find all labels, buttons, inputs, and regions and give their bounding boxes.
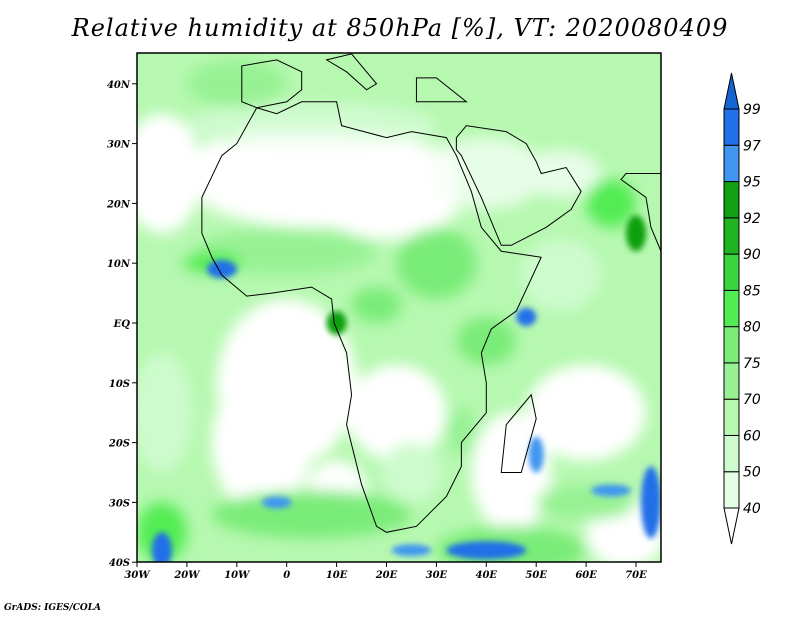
humidity-region [528, 436, 544, 473]
dry-region [206, 131, 457, 234]
colorbar-segment [723, 289, 740, 328]
humidity-region [206, 260, 237, 279]
humidity-region [526, 364, 647, 461]
colorbar-segment [723, 326, 740, 364]
humidity-region [516, 308, 537, 327]
colorbar-segment [723, 144, 740, 183]
y-tick-label: 30N [107, 140, 131, 151]
humidity-region [186, 59, 287, 108]
x-tick-label: 10W [224, 570, 251, 581]
humidity-region [137, 352, 192, 473]
x-tick-label: 30W [124, 570, 151, 581]
y-tick-label: 10S [109, 379, 130, 390]
colorbar-segment [723, 181, 740, 219]
x-tick-label: 40E [476, 570, 498, 581]
colorbar-label: 90 [743, 247, 761, 263]
coastline [241, 59, 303, 109]
colorbar-label: 40 [743, 501, 761, 517]
y-tick-label: 10N [107, 259, 131, 270]
humidity-region [137, 502, 187, 562]
coastline [500, 393, 537, 473]
colorbar-label: 60 [743, 428, 761, 444]
x-axis: 30W 20W 10W 0 10E 20E 30E 40E 50E 60E 70E [124, 562, 647, 581]
humidity-region [137, 113, 202, 234]
colorbar-segment [723, 471, 740, 509]
x-tick-label: 60E [575, 570, 597, 581]
humidity-region [446, 541, 527, 560]
coastline [325, 53, 378, 91]
colorbar-segment [723, 108, 740, 146]
y-tick-label: 40S [109, 558, 130, 569]
colorbar-label: 95 [743, 175, 761, 191]
x-tick-label: 70E [625, 570, 647, 581]
humidity-region [326, 311, 347, 335]
colorbar: 40 50 60 70 75 80 85 90 92 95 97 99 [723, 72, 761, 545]
y-tick-label: 30S [109, 498, 130, 509]
coastline [455, 125, 582, 246]
colorbar-segment [723, 253, 740, 291]
y-tick-label: EQ [113, 319, 131, 330]
humidity-region [346, 364, 447, 461]
map-title: Relative humidity at 850hPa [%], VT: 202… [71, 14, 729, 42]
colorbar-label: 80 [743, 320, 761, 336]
humidity-region [396, 227, 477, 300]
humidity-region [261, 496, 292, 509]
colorbar-segment [723, 217, 740, 255]
colorbar-label: 99 [743, 102, 761, 118]
humidity-region [351, 287, 402, 324]
colorbar-label: 85 [743, 283, 761, 299]
colorbar-label: 50 [743, 465, 761, 481]
x-tick-label: 10E [326, 570, 348, 581]
x-tick-label: 0 [283, 570, 290, 581]
humidity-region [521, 149, 602, 198]
humidity-region [591, 484, 632, 497]
y-tick-label: 20S [108, 439, 130, 450]
colorbar-segment [723, 434, 740, 473]
y-tick-label: 40N [107, 80, 131, 91]
x-tick-label: 20E [375, 570, 398, 581]
colorbar-upper-arrow [723, 72, 740, 110]
x-tick-label: 20W [173, 570, 201, 581]
colorbar-lower-arrow [723, 507, 740, 545]
colorbar-label: 75 [743, 356, 761, 372]
humidity-region [640, 466, 661, 539]
colorbar-label: 97 [743, 138, 761, 154]
humidity-region [586, 179, 637, 228]
humidity-region [626, 215, 646, 252]
colorbar-label: 70 [743, 392, 761, 408]
humidity-region [151, 532, 172, 562]
humidity-region [211, 490, 412, 539]
coastline [201, 101, 542, 533]
y-axis: 40N 30N 20N 10N EQ 10S 20S 30S 40S [106, 80, 137, 569]
y-tick-label: 20N [106, 199, 131, 210]
coastlines [201, 53, 661, 533]
credit-text: GrADS: IGES/COLA [4, 603, 102, 613]
humidity-region [446, 406, 477, 455]
x-tick-label: 30E [426, 570, 448, 581]
humidity-region [381, 442, 442, 503]
colorbar-label: 92 [743, 211, 761, 227]
x-tick-label: 50E [525, 570, 547, 581]
coastline [415, 77, 468, 103]
colorbar-segment [723, 398, 740, 436]
humidity-region [211, 370, 312, 515]
colorbar-segment [723, 362, 740, 400]
map-frame [136, 52, 662, 563]
humidity-region [391, 544, 432, 557]
humidity-field [137, 53, 661, 562]
